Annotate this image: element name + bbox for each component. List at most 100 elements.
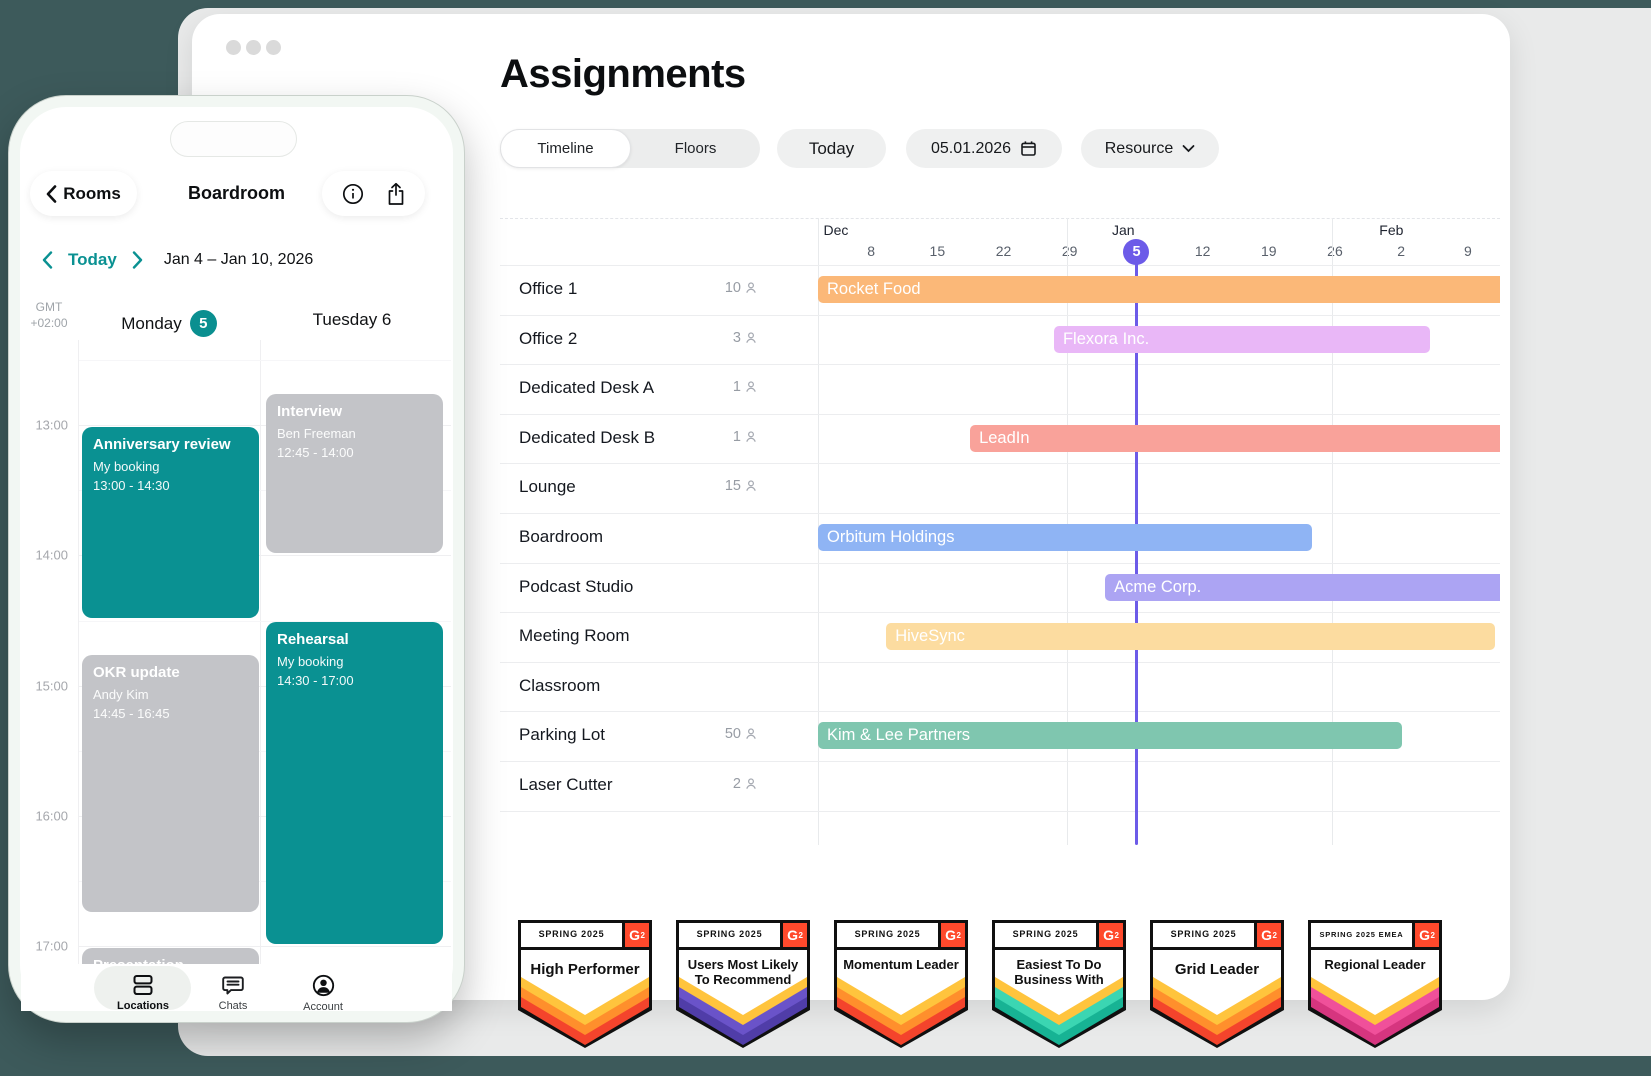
person-icon [744,281,758,295]
resource-capacity: 2 [733,776,758,792]
row-separator [500,612,1500,614]
tab-locations[interactable]: Locations [98,973,188,1012]
booking-bar[interactable]: Acme Corp. [1105,573,1500,601]
date-picker-button[interactable]: 05.01.2026 [906,129,1062,168]
back-button[interactable]: Rooms [30,171,137,216]
tab-label: Locations [117,1000,169,1012]
booking-bar[interactable]: Orbitum Holdings [818,524,1312,551]
resource-row[interactable]: Classroom [500,662,816,712]
booking-bar[interactable]: LeadIn [970,424,1500,452]
resource-row[interactable]: Dedicated Desk B 1 [500,414,816,464]
event-time: 14:45 - 16:45 [93,705,170,721]
day-header-tuesday[interactable]: Tuesday 6 [263,310,441,330]
axis-tick-label: 12 [1194,243,1211,259]
booking-bar[interactable]: Kim & Lee Partners [818,722,1402,750]
g2-badge: SPRING 2025 EMEA G 2 Regional Leader [1308,920,1442,1048]
row-separator [500,265,1500,266]
today-date-badge: 5 [189,310,217,337]
resource-row[interactable]: Dedicated Desk A 1 [500,364,816,414]
hour-label: 15:00 [35,678,68,694]
hour-label: 14:00 [35,547,68,563]
date-value: 05.01.2026 [930,139,1012,157]
halfhour-gridline [79,881,451,883]
calendar-event[interactable]: OKR update Andy Kim 14:45 - 16:45 [82,655,259,912]
resource-row[interactable]: Office 2 3 [500,315,816,365]
person-icon [744,380,758,394]
locations-icon [130,973,156,997]
hour-label: 16:00 [35,808,68,824]
hour-label: 17:00 [35,938,68,954]
tab-account[interactable]: Account [278,973,368,1013]
calendar-event[interactable]: Presentation [82,948,259,968]
gmt-label: GMT +02:00 [30,300,68,330]
resource-dropdown[interactable]: Resource [1081,129,1219,168]
badge-header: SPRING 2025 G 2 [521,923,649,950]
day-header-monday[interactable]: Monday 5 [80,310,258,337]
badge-header: SPRING 2025 G 2 [1153,923,1281,950]
window-dot-3[interactable] [266,40,281,55]
info-icon[interactable] [342,183,364,205]
axis-month-label: Feb [1379,222,1404,238]
hour-gridline [79,946,451,948]
g2-badge: SPRING 2025 G 2 Easiest To Do Business With [992,920,1126,1048]
resource-label: Resource [1104,139,1174,157]
window-dot-1[interactable] [226,40,241,55]
date-range: Jan 4 – Jan 10, 2026 [163,251,314,268]
view-toggle: Timeline Floors [500,129,760,168]
room-title: Boardroom [187,183,285,203]
event-title: Rehearsal [277,631,349,649]
back-label: Rooms [63,183,121,203]
resource-row[interactable]: Lounge 15 [500,463,816,513]
share-icon[interactable] [386,182,406,206]
row-separator [500,661,1500,663]
event-subtitle: Andy Kim [93,687,149,703]
next-week-icon[interactable] [132,251,143,269]
row-separator [500,711,1500,713]
badge-header: SPRING 2025 G 2 [679,923,807,950]
tab-floors[interactable]: Floors [674,140,717,157]
person-icon [744,777,758,791]
booking-bar[interactable]: Flexora Inc. [1053,325,1430,353]
calendar-event[interactable]: Interview Ben Freeman 12:45 - 14:00 [266,394,443,554]
resource-row[interactable]: Parking Lot 50 [500,711,816,761]
row-separator [500,463,1500,465]
tab-timeline[interactable]: Timeline [500,129,631,168]
resource-row[interactable]: Laser Cutter 2 [500,761,816,811]
booking-bar[interactable]: Rocket Food [818,276,1500,303]
resource-capacity: 10 [725,280,758,296]
axis-tick-label: 2 [1397,243,1406,259]
calendar-event[interactable]: Rehearsal My booking 14:30 - 17:00 [266,622,443,945]
today-button[interactable]: Today [777,129,886,168]
row-separator [500,364,1500,366]
window-dot-2[interactable] [246,40,261,55]
badge-header: SPRING 2025 G 2 [837,923,965,950]
row-separator [500,413,1500,415]
chevron-down-icon [1182,144,1195,153]
event-subtitle: Ben Freeman [277,426,356,442]
badge-title-label: Regional Leader [1324,957,1426,972]
resource-name: Parking Lot [519,725,605,745]
resource-row[interactable]: Meeting Room [500,612,816,662]
axis-tick-label: 29 [1061,243,1078,259]
resource-name: Meeting Room [519,626,630,646]
resource-row[interactable]: Office 1 10 [500,265,816,315]
today-link[interactable]: Today [68,250,117,269]
prev-week-icon[interactable] [42,251,53,269]
booking-bar[interactable]: HiveSync [886,623,1496,651]
g2-badge: SPRING 2025 G 2 Momentum Leader [834,920,968,1048]
resource-row[interactable]: Podcast Studio [500,563,816,613]
tab-chats[interactable]: Chats [188,973,278,1012]
today-date-marker[interactable]: 5 [1123,239,1150,265]
resource-capacity: 3 [733,330,758,346]
calendar-event[interactable]: Anniversary review My booking 13:00 - 14:3… [82,427,259,619]
badge-title-label: Users Most Likely To Recommend [687,957,799,987]
today-line [1135,258,1138,845]
halfhour-gridline [79,620,451,622]
resource-row[interactable]: Boardroom [500,513,816,563]
person-icon [744,479,758,493]
badge-title-label: Easiest To Do Business With [1014,957,1104,987]
